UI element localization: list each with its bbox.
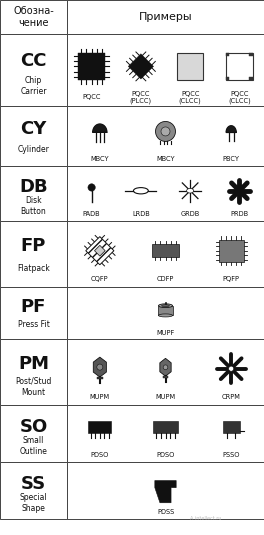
Text: GRDB: GRDB	[181, 211, 200, 217]
Bar	[0, 462, 67, 519]
Text: PRDB: PRDB	[230, 211, 248, 217]
Ellipse shape	[187, 188, 194, 193]
Text: PQCC
(PLCC): PQCC (PLCC)	[130, 90, 152, 104]
Text: PQCC: PQCC	[82, 94, 101, 101]
Ellipse shape	[162, 305, 169, 307]
Polygon shape	[93, 357, 106, 377]
Text: PDSO: PDSO	[156, 452, 175, 458]
Text: Chip
Carrier: Chip Carrier	[20, 76, 47, 96]
Text: Post/Stud
Mount: Post/Stud Mount	[15, 377, 52, 396]
Bar	[67, 462, 264, 519]
Bar	[249, 53, 253, 56]
Bar	[0, 221, 67, 287]
Bar	[226, 77, 229, 80]
Ellipse shape	[133, 188, 148, 194]
Text: DB: DB	[19, 178, 48, 196]
Bar	[152, 244, 179, 257]
Bar	[0, 0, 67, 34]
Text: CY: CY	[20, 120, 47, 138]
Text: CC: CC	[20, 52, 47, 71]
Circle shape	[229, 366, 234, 371]
Ellipse shape	[158, 304, 173, 308]
Text: Press Fit: Press Fit	[18, 320, 49, 329]
Circle shape	[161, 127, 170, 136]
Text: Cylinder: Cylinder	[18, 144, 49, 154]
Bar	[88, 421, 111, 433]
Circle shape	[155, 121, 176, 141]
Bar	[67, 287, 264, 339]
Bar	[158, 305, 173, 316]
Bar	[97, 377, 103, 379]
Text: Примеры: Примеры	[139, 12, 192, 22]
Bar	[67, 34, 264, 106]
Bar	[163, 376, 168, 378]
Text: Disk
Button: Disk Button	[21, 196, 46, 216]
Text: LRDB: LRDB	[132, 211, 150, 217]
Text: PQFP: PQFP	[223, 276, 240, 282]
Bar	[67, 0, 264, 34]
Bar	[153, 421, 178, 433]
Text: PDSS: PDSS	[157, 509, 174, 515]
Bar	[0, 339, 67, 405]
Text: FP: FP	[21, 237, 46, 255]
Text: CDFP: CDFP	[157, 276, 174, 282]
Text: MUPM: MUPM	[155, 394, 176, 400]
Polygon shape	[226, 126, 236, 132]
Bar	[223, 421, 240, 433]
Text: MUPM: MUPM	[90, 394, 110, 400]
Polygon shape	[128, 54, 153, 79]
Polygon shape	[86, 236, 114, 265]
Bar	[67, 405, 264, 462]
Bar	[0, 287, 67, 339]
Text: CQFP: CQFP	[91, 276, 109, 282]
Bar	[0, 166, 67, 221]
Circle shape	[88, 184, 95, 191]
Polygon shape	[160, 358, 171, 376]
Text: MUPF: MUPF	[156, 330, 175, 336]
Text: Обозна-
чение: Обозна- чение	[13, 6, 54, 28]
Text: PM: PM	[18, 355, 49, 373]
Bar	[0, 405, 67, 462]
Text: PQCC
(CLCC): PQCC (CLCC)	[228, 90, 251, 104]
Bar	[67, 106, 264, 166]
Text: PBCY: PBCY	[223, 156, 240, 162]
Bar	[0, 34, 67, 106]
Bar	[67, 221, 264, 287]
Bar	[0, 106, 67, 166]
Polygon shape	[155, 480, 176, 503]
Bar	[226, 53, 253, 80]
Circle shape	[97, 364, 103, 370]
Text: PADB: PADB	[83, 211, 100, 217]
Text: PDSO: PDSO	[91, 452, 109, 458]
Bar	[249, 77, 253, 80]
Bar	[67, 166, 264, 221]
Bar	[219, 240, 243, 262]
Text: MBCY: MBCY	[91, 156, 109, 162]
Text: SO: SO	[19, 418, 48, 435]
Polygon shape	[93, 124, 107, 132]
Text: PF: PF	[21, 298, 46, 316]
Text: MBCY: MBCY	[156, 156, 175, 162]
Text: A intellect.ru: A intellect.ru	[190, 516, 222, 521]
Text: PQCC
(CLCC): PQCC (CLCC)	[179, 90, 201, 104]
Polygon shape	[95, 246, 105, 256]
Text: Small
Outline: Small Outline	[20, 436, 48, 456]
Bar	[177, 53, 204, 80]
Text: CRPM: CRPM	[222, 394, 241, 400]
Bar	[78, 53, 105, 80]
Text: Flatpack: Flatpack	[17, 264, 50, 273]
Circle shape	[163, 365, 168, 370]
Text: SS: SS	[21, 475, 46, 493]
Text: PSSO: PSSO	[222, 452, 240, 458]
Bar	[67, 339, 264, 405]
Ellipse shape	[158, 314, 173, 317]
Bar	[226, 53, 229, 56]
Text: Special
Shape: Special Shape	[20, 493, 47, 513]
